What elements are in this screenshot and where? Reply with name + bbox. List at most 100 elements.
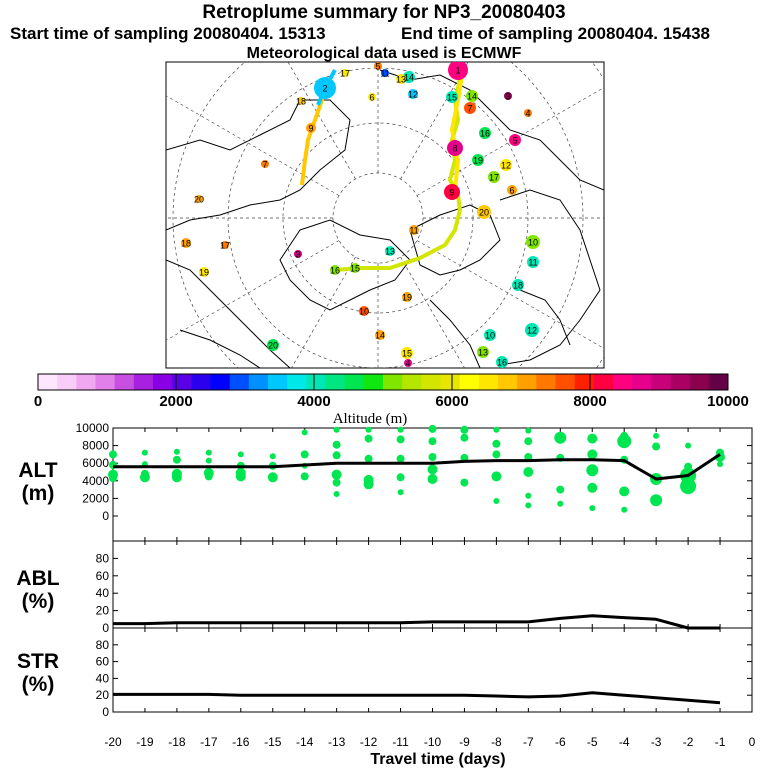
track-segment-upper [449,74,464,191]
alt-cluster-point [524,453,533,461]
series-line [113,614,720,630]
y-tick-label: 80 [96,551,110,565]
map-cluster-dot [195,195,203,203]
abl-panel: 0 20 40 60 80 [96,540,753,635]
alt-cluster-point [109,450,117,459]
end-time: End time of sampling 20080404. 15438 [401,24,710,43]
map-cluster-dot [472,154,484,166]
map-cluster-dot [507,185,517,195]
alt-cluster-point [427,464,438,475]
map-cluster-number: 19 [402,293,412,303]
colorbar-swatch [229,374,250,390]
alt-cluster-point [301,429,308,436]
x-tick-label: 0 [749,735,756,749]
x-tick-label: -12 [360,735,378,749]
map-cluster-dot [381,69,389,77]
map-cluster-dot [484,329,496,341]
colorbar-swatch [57,374,77,390]
alt-cluster-point [428,453,437,461]
colorbar-swatch [363,374,384,390]
coastline [429,299,481,368]
alt-cluster-point [493,498,500,504]
alt-cluster-point [685,442,692,449]
y-tick-label: 20 [96,688,110,702]
map-cluster-number: 14 [467,92,477,102]
alt-cluster-point [587,482,598,493]
map-cluster-dot [199,267,209,277]
map-cluster-dot [477,205,491,219]
panel-frame [112,627,753,713]
map-cluster-dot [359,306,369,316]
alt-cluster-point [269,453,276,460]
map-cluster-number: 18 [181,239,191,249]
colorbar-swatch [172,374,192,390]
colorbar-swatch [574,374,595,390]
map-cluster-dot [306,123,316,133]
colorbar-swatch [287,374,307,390]
x-tick-label: -8 [491,735,502,749]
y-tick-label: 0 [102,621,109,635]
map-cluster-number: 19 [199,268,209,278]
map-cluster-dot [267,339,279,351]
map-cluster-number: 9 [308,124,313,134]
y-tick-label: 20 [96,604,110,618]
alt-cluster-point [364,434,373,443]
alt-cluster-point [396,454,405,463]
map-graticule [166,62,604,368]
x-tick-label: -6 [555,735,566,749]
map-cluster-dot [368,93,376,101]
abl-unit-label: (%) [22,590,55,613]
colorbar-swatch [651,374,671,390]
coastline [409,204,501,276]
map-cluster-dot [496,356,508,368]
abl-label: ABL [16,567,59,590]
colorbar-swatch [593,374,614,390]
map-cluster-dot [409,225,419,235]
colorbar-tick-label: 4000 [297,393,330,410]
colorbar-swatch [402,374,422,390]
colorbar-swatch [153,374,173,390]
alt-cluster-point [300,450,309,459]
map-cluster-number: 9 [449,188,454,198]
y-tick-label: 8000 [82,439,109,453]
colorbar-swatch [76,374,96,390]
alt-cluster-point [587,433,598,444]
alt-cluster-point [365,426,372,433]
map-cluster-number: 13 [396,75,406,85]
map-cluster-number: 4 [525,109,530,119]
alt-cluster-point [653,432,660,439]
alt-cluster-point [300,472,309,481]
map-cluster-number: 15 [350,264,360,274]
met-data-label: Meteorological data used is ECMWF [246,45,522,62]
y-tick-label: 60 [96,569,110,583]
coastline [499,189,601,366]
colorbar-swatch [632,374,652,390]
map-cluster-number: 16 [497,358,507,368]
alt-cluster-point [332,478,341,487]
map-cluster-dot [403,71,415,83]
alt-cluster-point [139,472,150,483]
colorbar-swatch [210,374,231,390]
alt-cluster-point [428,437,437,446]
str-unit-label: (%) [22,673,55,696]
map-cluster-dot [375,330,385,340]
str-label: STR [17,650,59,673]
map-cluster-dot [509,134,521,146]
alt-cluster-point [460,425,469,434]
map-cluster-number: 17 [340,69,350,79]
map-cluster-number: 14 [404,73,414,83]
colorbar-swatch [95,374,116,390]
map-cluster-number: 12 [501,161,511,171]
x-tick-label: -17 [200,735,218,749]
y-tick-label: 0 [102,705,109,719]
map-cluster-dot [488,171,500,183]
alt-cluster-point [332,451,341,460]
alt-cluster-point [652,442,661,451]
map-cluster-dot [261,160,269,168]
colorbar-swatch [306,374,326,390]
y-tick-label: 60 [96,655,110,669]
map-cluster-dot [526,235,540,249]
